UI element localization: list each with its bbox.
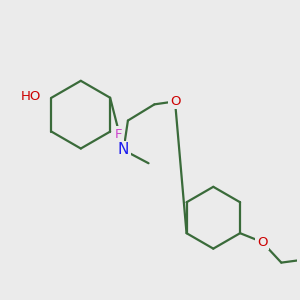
Text: HO: HO <box>21 90 41 103</box>
Text: O: O <box>257 236 267 248</box>
Text: F: F <box>115 128 122 141</box>
Text: O: O <box>170 95 180 108</box>
Text: N: N <box>118 142 129 158</box>
